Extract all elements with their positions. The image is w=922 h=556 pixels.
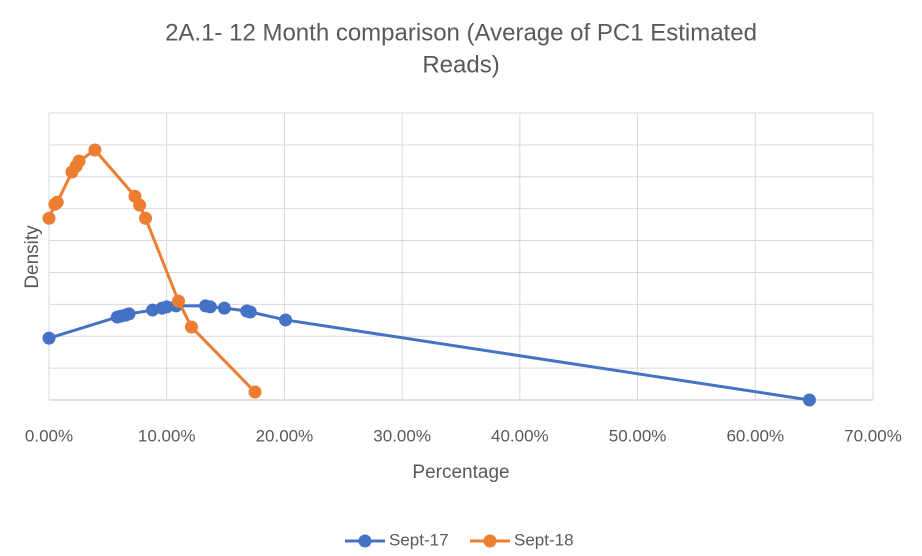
data-point [203, 300, 217, 314]
legend-label: Sept-18 [514, 530, 574, 549]
x-tick-label: 30.00% [373, 426, 431, 445]
data-point [50, 195, 64, 209]
x-axis-label: Percentage [412, 462, 509, 483]
data-point [160, 300, 174, 314]
x-tick-label: 0.00% [25, 426, 73, 445]
data-point [802, 393, 816, 407]
data-point [184, 320, 198, 334]
x-tick-label: 40.00% [491, 426, 549, 445]
y-axis-label: Density [22, 225, 43, 289]
data-point [279, 313, 293, 327]
chart-title: 2A.1- 12 Month comparison (Average of PC… [165, 19, 757, 46]
data-point [248, 385, 262, 399]
data-point [171, 294, 185, 308]
data-point [88, 143, 102, 157]
data-point [139, 211, 153, 225]
x-tick-label: 10.00% [138, 426, 196, 445]
data-point [72, 154, 86, 168]
data-point [217, 301, 231, 315]
legend-swatch [483, 534, 497, 548]
x-tick-label: 70.00% [844, 426, 902, 445]
legend-label: Sept-17 [389, 530, 449, 549]
x-tick-label: 20.00% [256, 426, 314, 445]
data-point [42, 211, 56, 225]
data-point [243, 305, 257, 319]
series-line [47, 147, 257, 394]
data-point [42, 331, 56, 345]
chart-title: Reads) [422, 51, 499, 78]
x-tick-label: 60.00% [726, 426, 784, 445]
data-point [133, 198, 147, 212]
series-line [48, 304, 810, 402]
x-tick-label: 50.00% [609, 426, 667, 445]
legend-swatch [358, 534, 372, 548]
data-point [122, 307, 136, 321]
